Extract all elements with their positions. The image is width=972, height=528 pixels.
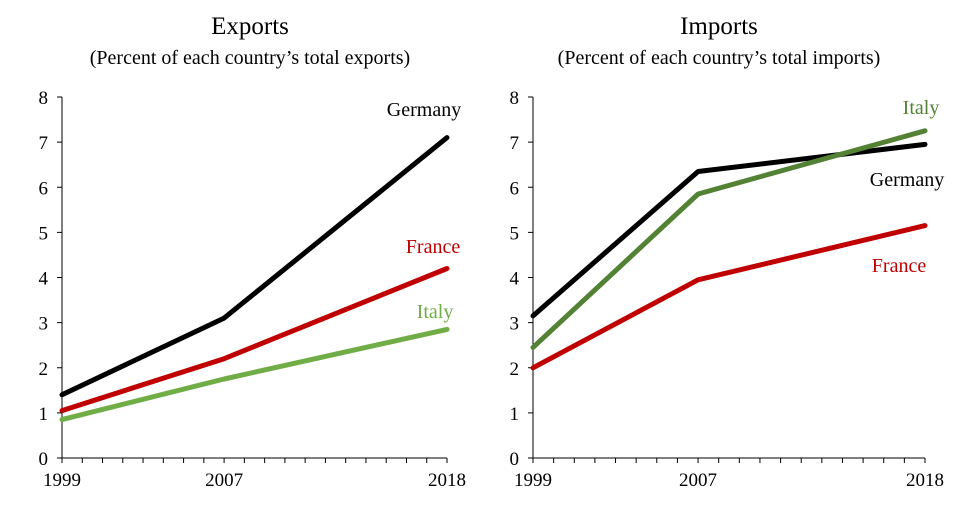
imports-y-tick-label: 8 xyxy=(510,88,520,109)
exports-italy-label: Italy xyxy=(417,301,454,323)
exports-subtitle: (Percent of each country’s total exports… xyxy=(90,47,410,69)
imports-y-tick-label: 0 xyxy=(510,449,520,470)
exports-germany-line xyxy=(59,135,450,398)
exports-title: Exports xyxy=(211,13,289,40)
exports-y-tick-label: 1 xyxy=(39,404,49,425)
exports-y-tick-label: 7 xyxy=(39,133,49,154)
exports-italy-line xyxy=(59,326,450,423)
exports-x-tick-label: 2018 xyxy=(428,470,466,491)
exports-y-tick-label: 8 xyxy=(39,88,49,109)
imports-x-tick-label: 2018 xyxy=(906,470,944,491)
imports-title: Imports xyxy=(680,13,758,40)
exports-y-tick-label: 6 xyxy=(39,178,49,199)
imports-italy-label: Italy xyxy=(903,97,940,119)
imports-y-tick-label: 3 xyxy=(510,314,520,335)
exports-france-label: France xyxy=(406,236,461,258)
imports-france-line xyxy=(530,223,928,371)
imports-y-tick-label: 4 xyxy=(510,269,520,290)
exports-y-tick-label: 0 xyxy=(39,449,49,470)
imports-y-tick-label: 2 xyxy=(510,359,520,380)
exports-france-line xyxy=(59,266,450,414)
exports-y-tick-label: 4 xyxy=(39,269,49,290)
imports-germany-label: Germany xyxy=(870,169,944,191)
exports-y-tick-label: 2 xyxy=(39,359,49,380)
exports-y-tick-label: 3 xyxy=(39,314,49,335)
imports-x-tick-label: 2007 xyxy=(679,470,717,491)
imports-subtitle: (Percent of each country’s total imports… xyxy=(558,47,881,69)
exports-x-tick-label: 1999 xyxy=(43,470,81,491)
imports-y-tick-label: 6 xyxy=(510,178,520,199)
exports-x-tick-label: 2007 xyxy=(205,470,243,491)
imports-italy-line xyxy=(530,128,928,350)
imports-y-tick-label: 5 xyxy=(510,223,520,244)
imports-x-tick-label: 1999 xyxy=(514,470,552,491)
imports-y-tick-label: 1 xyxy=(510,404,520,425)
exports-germany-label: Germany xyxy=(387,99,461,121)
imports-y-tick-label: 7 xyxy=(510,133,520,154)
exports-y-tick-label: 5 xyxy=(39,223,49,244)
imports-france-label: France xyxy=(872,255,927,277)
